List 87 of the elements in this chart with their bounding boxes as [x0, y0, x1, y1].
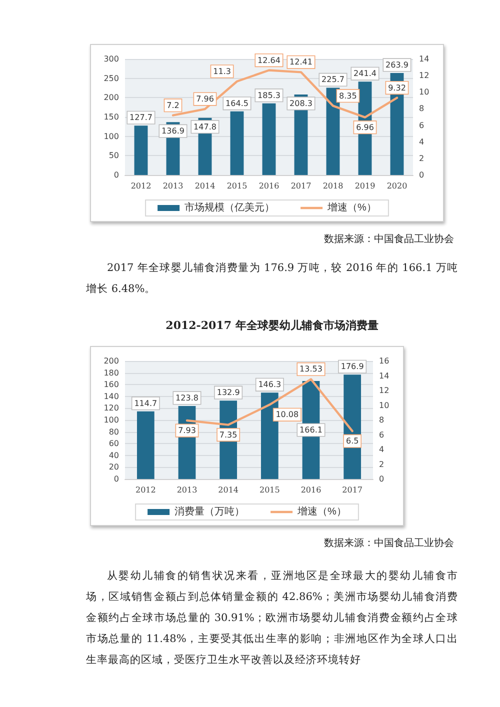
- data-label: 9.32: [388, 83, 406, 92]
- x-tick-label: 2018: [322, 182, 344, 190]
- data-label: 7.96: [196, 94, 214, 104]
- legend-label: 增速（%）: [296, 506, 346, 518]
- y-tick-label: 0: [114, 474, 119, 484]
- data-label: 7.2: [166, 100, 180, 110]
- data-label: 10.08: [276, 410, 299, 420]
- y2-tick-label: 12: [419, 71, 430, 80]
- x-tick-label: 2017: [342, 486, 363, 494]
- y2-tick-label: 14: [379, 371, 390, 380]
- y2-tick-label: 6: [419, 120, 424, 130]
- x-tick-label: 2012: [135, 486, 156, 494]
- x-tick-label: 2013: [176, 486, 198, 494]
- source-note: 数据来源：中国食品工业协会: [323, 537, 454, 551]
- y-tick-label: 100: [104, 416, 119, 424]
- y2-tick-label: 10: [379, 400, 390, 410]
- legend-label: 消费量（万吨）: [174, 506, 245, 518]
- legend-label: 市场规模（亿美元）: [184, 202, 275, 214]
- y2-tick-label: 16: [379, 356, 390, 366]
- y-tick-label: 200: [104, 93, 119, 102]
- text: 从婴幼儿辅食的销售状况来看，亚洲地区是全球最大的婴幼儿辅食市场，区域销售金额占到总体销量金额的 42.86%；美洲市场婴幼儿辅食消费金额约占全球市场总量的 30.91%；欧洲市场婴幼儿辅食消费金额约占全球市场总量的 11.48%，主要受其低出生率的影响；非洲地区作为全球人口出生率最高的区域，受医疗卫生水平改善以及经济环境转好: [86, 569, 458, 668]
- y-tick-label: 50: [108, 151, 119, 160]
- y-tick-label: 60: [108, 439, 119, 448]
- y-tick-label: 300: [104, 54, 119, 64]
- y-tick-label: 0: [114, 170, 119, 180]
- y2-tick-label: 8: [379, 416, 384, 424]
- data-label: 263.9: [386, 60, 408, 70]
- data-label: 12.41: [290, 58, 312, 67]
- source-note: 数据来源：中国食品工业协会: [323, 233, 454, 247]
- data-label: 12.64: [258, 56, 280, 65]
- y-tick-label: 100: [104, 132, 119, 141]
- y-tick-label: 250: [104, 74, 119, 83]
- chart-title: 2012-2017 年全球婴幼儿辅食市场消费量: [164, 318, 380, 334]
- data-label: 225.7: [322, 75, 344, 84]
- data-label: 136.9: [162, 126, 184, 136]
- data-label: 208.3: [290, 98, 312, 108]
- y2-tick-label: 0: [379, 474, 384, 484]
- data-label: 132.9: [216, 388, 240, 398]
- y-tick-label: 80: [108, 427, 119, 436]
- y-tick-label: 40: [108, 450, 119, 460]
- x-tick-label: 2016: [300, 486, 322, 494]
- data-label: 166.1: [300, 426, 322, 434]
- y2-tick-label: 2: [419, 154, 424, 163]
- data-label: 11.3: [213, 66, 231, 76]
- text: 2017 年全球婴儿辅食消费量为 176.9 万吨，较 2016 年的 166.1 万吨增长 6.48%。: [86, 261, 458, 297]
- data-label: 6.5: [346, 436, 359, 446]
- y2-tick-label: 6: [379, 430, 384, 440]
- data-label: 146.3: [258, 380, 282, 390]
- data-label: 185.3: [258, 90, 280, 100]
- x-tick-label: 2015: [259, 486, 280, 494]
- x-tick-label: 2019: [354, 182, 376, 190]
- data-label: 176.9: [340, 362, 364, 372]
- data-label: 241.4: [354, 69, 376, 78]
- x-tick-label: 2013: [162, 182, 184, 190]
- y-tick-label: 200: [104, 356, 119, 366]
- y-tick-label: 180: [104, 368, 119, 378]
- x-tick-label: 2015: [226, 182, 248, 190]
- y2-tick-label: 0: [419, 170, 424, 180]
- data-label: 114.7: [134, 398, 158, 408]
- y2-tick-label: 4: [419, 137, 424, 146]
- y2-tick-label: 2: [379, 460, 384, 469]
- data-label: 6.96: [356, 122, 374, 132]
- x-tick-label: 2012: [130, 182, 152, 190]
- data-label: 127.7: [130, 113, 152, 122]
- x-tick-label: 2014: [194, 182, 216, 190]
- y2-tick-label: 12: [379, 386, 390, 395]
- x-tick-label: 2014: [218, 486, 239, 494]
- data-label: 8.35: [339, 91, 357, 100]
- y-tick-label: 120: [104, 404, 119, 413]
- y2-tick-label: 8: [419, 104, 424, 114]
- y-tick-label: 140: [104, 392, 119, 401]
- x-tick-label: 2017: [290, 182, 312, 190]
- y2-tick-label: 4: [379, 445, 384, 454]
- data-label: 13.53: [300, 364, 322, 374]
- data-label: 147.8: [194, 122, 216, 132]
- legend-label: 增速（%）: [326, 202, 376, 214]
- y-tick-label: 150: [104, 112, 119, 122]
- y-tick-label: 20: [108, 462, 119, 472]
- x-tick-label: 2020: [386, 182, 408, 190]
- data-label: 7.35: [219, 430, 238, 440]
- x-tick-label: 2016: [258, 182, 280, 190]
- data-label: 164.5: [226, 98, 248, 108]
- y2-tick-label: 10: [419, 88, 430, 97]
- y-tick-label: 160: [104, 380, 119, 390]
- data-label: 123.8: [176, 393, 198, 402]
- y2-tick-label: 14: [419, 54, 430, 64]
- data-label: 7.93: [178, 426, 196, 436]
